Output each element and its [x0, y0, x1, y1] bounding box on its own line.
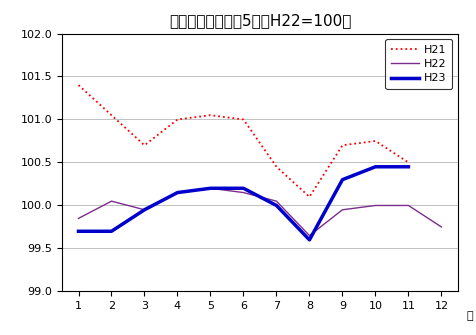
H23 [372, 165, 377, 169]
H23 [207, 186, 213, 190]
H22 [273, 199, 279, 203]
H22 [240, 191, 246, 195]
H21 [109, 113, 114, 117]
Text: 月: 月 [465, 311, 472, 321]
H23 [405, 165, 410, 169]
H23 [76, 229, 81, 233]
Line: H22: H22 [79, 188, 440, 236]
H22 [339, 208, 345, 212]
Line: H21: H21 [79, 85, 407, 197]
H22 [437, 225, 443, 229]
H23 [339, 178, 345, 182]
H23 [273, 203, 279, 207]
H21 [339, 143, 345, 147]
H22 [109, 199, 114, 203]
H21 [273, 165, 279, 169]
H21 [174, 118, 180, 122]
H22 [141, 208, 147, 212]
H23 [240, 186, 246, 190]
H22 [207, 186, 213, 190]
H21 [405, 160, 410, 164]
Line: H23: H23 [79, 167, 407, 240]
H23 [141, 208, 147, 212]
H21 [141, 143, 147, 147]
H22 [76, 216, 81, 220]
H23 [109, 229, 114, 233]
H22 [405, 203, 410, 207]
H22 [174, 191, 180, 195]
H21 [372, 139, 377, 143]
H21 [306, 195, 312, 199]
Legend: H21, H22, H23: H21, H22, H23 [385, 39, 451, 89]
H22 [372, 203, 377, 207]
H21 [207, 113, 213, 117]
H21 [240, 118, 246, 122]
H23 [306, 238, 312, 242]
Title: 総合指数の動き　5市（H22=100）: 総合指数の動き 5市（H22=100） [169, 13, 350, 28]
H21 [76, 83, 81, 87]
H23 [174, 191, 180, 195]
H22 [306, 233, 312, 238]
